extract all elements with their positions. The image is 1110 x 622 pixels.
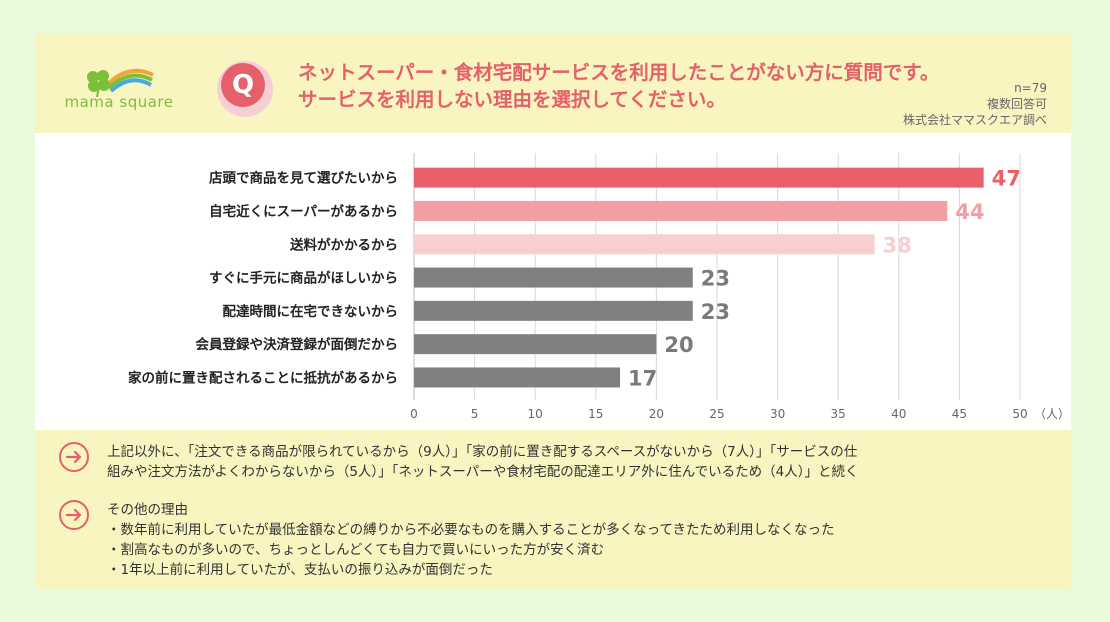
category-label: 会員登録や決済登録が面倒だから [196,336,399,353]
title-line-2: サービスを利用しない理由を選択してください。 [298,88,726,111]
multiple-answer-note: 複数回答可 [986,97,1047,111]
note1-line-1: 上記以外に、「注文できる商品が限られているから（9人）」「家の前に置き配するスペ… [107,444,858,460]
footer-notes: 上記以外に、「注文できる商品が限られているから（9人）」「家の前に置き配するスペ… [35,430,1071,589]
bar [414,334,657,355]
other-reason-item: ・数年前に利用していたが最低金額などの縛りから不必要なものを購入することが多くな… [107,522,835,538]
question-mark-label: Q [221,63,265,107]
bar [414,300,693,321]
x-unit-label: （人） [1034,407,1070,421]
category-label: 自宅近くにスーパーがあるから [209,203,398,220]
x-tick-label: 10 [528,407,543,421]
x-tick-label: 40 [891,407,906,421]
data-label: 23 [701,300,730,324]
x-tick-label: 50 [1012,407,1027,421]
other-reasons-title: その他の理由 [107,502,188,518]
bar [414,200,948,221]
x-tick-label: 35 [831,407,846,421]
bar [414,167,984,188]
header: mama square Q ネットスーパー・食材宅配サービスを利用したことがない… [35,33,1071,133]
clover-rainbow-icon [87,68,154,98]
x-tick-label: 30 [770,407,785,421]
data-label: 23 [701,267,730,291]
title-line-1: ネットスーパー・食材宅配サービスを利用したことがない方に質問です。 [298,61,940,84]
x-tick-label: 20 [649,407,664,421]
infographic-frame: mama square Q ネットスーパー・食材宅配サービスを利用したことがない… [35,33,1071,589]
category-label: すぐに手元に商品がほしいから [209,270,398,287]
logo-text: mama square [64,93,174,111]
data-label: 44 [955,200,984,224]
question-title: ネットスーパー・食材宅配サービスを利用したことがない方に質問です。 サービスを利… [298,59,998,113]
data-label: 38 [883,233,912,257]
category-label: 家の前に置き配されることに抵抗があるから [128,369,398,386]
question-badge: Q [217,61,273,117]
data-label: 17 [628,366,657,390]
other-reason-item: ・1年以上前に利用していたが、支払いの振り込みが面倒だった [107,562,493,578]
data-label: 20 [664,333,693,357]
bar [414,367,621,388]
other-reason-item: ・割高なものが多いので、ちょっとしんどくても自力で買いにいった方が安く済む [107,542,605,558]
x-tick-label: 5 [471,407,479,421]
arrow-right-icon [59,442,89,472]
x-tick-label: 0 [410,407,418,421]
note1-line-2: 組みや注文方法がよくわからないから（5人）」「ネットスーパーや食材宅配の配達エリ… [107,464,859,480]
x-tick-label: 25 [709,407,724,421]
data-label: 47 [992,167,1021,191]
sample-size: n=79 [1014,81,1047,95]
category-label: 配達時間に在宅できないから [223,303,399,320]
arrow-right-icon [59,500,89,530]
x-tick-label: 45 [952,407,967,421]
bar [414,234,875,255]
bar-chart: 0 5 10 15 20 25 30 35 40 45 50 （人） 店頭で商品を見て選びたいから 47 自… [128,153,1070,421]
survey-meta: n=79 複数回答可 株式会社ママスクエア調べ [903,80,1047,128]
bar [414,267,693,288]
x-tick-label: 15 [588,407,603,421]
mama-square-logo: mama square [59,59,179,119]
category-label: 店頭で商品を見て選びたいから [209,170,398,187]
source-credit: 株式会社ママスクエア調べ [902,113,1047,127]
category-label: 送料がかかるから [289,236,398,253]
